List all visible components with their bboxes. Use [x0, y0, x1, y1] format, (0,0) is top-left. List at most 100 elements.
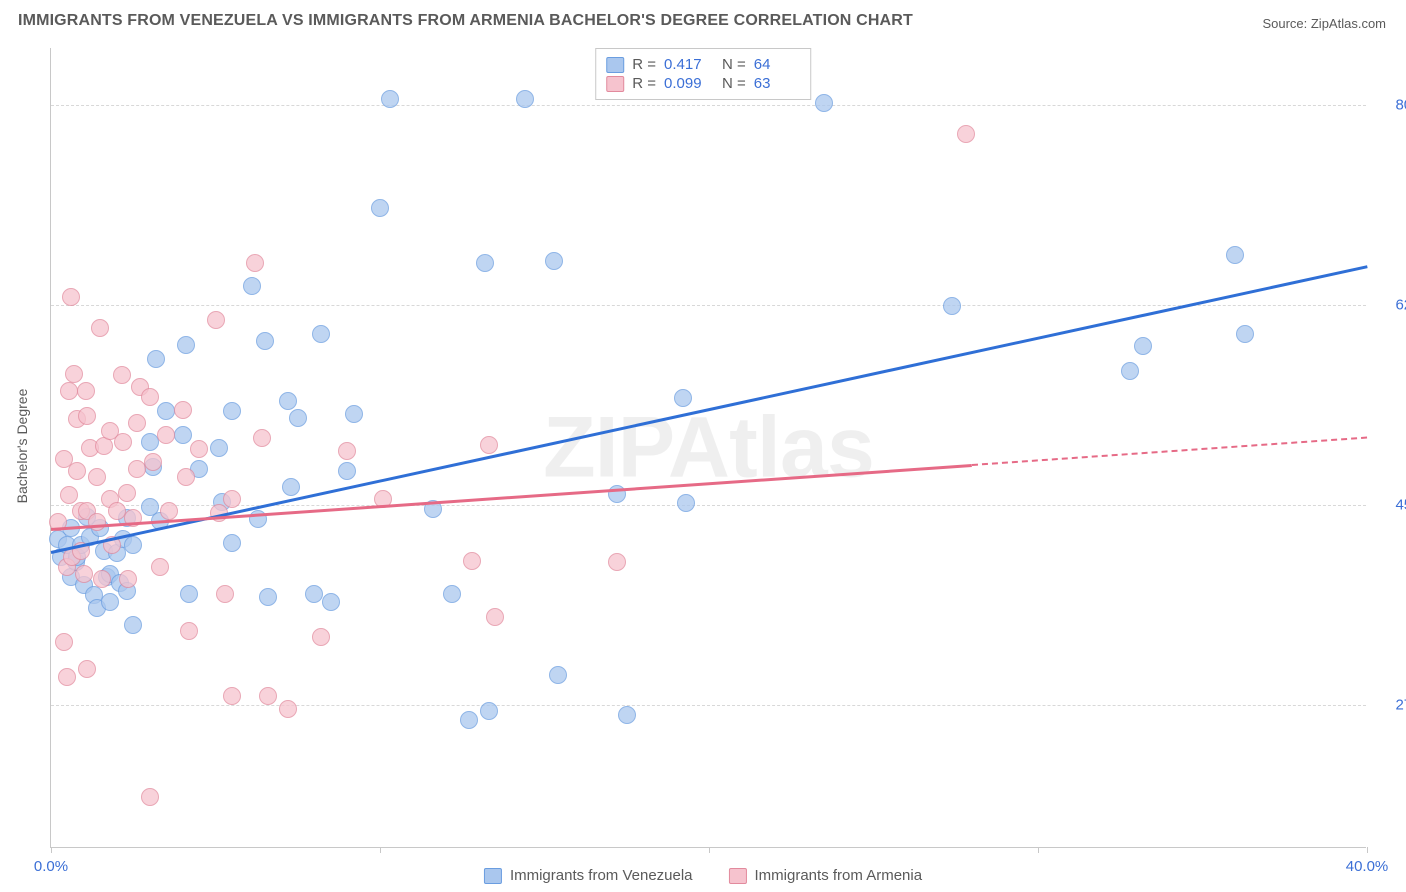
- x-tick-label: 0.0%: [34, 858, 68, 875]
- scatter-point: [480, 436, 498, 454]
- scatter-point: [78, 660, 96, 678]
- scatter-point: [124, 616, 142, 634]
- scatter-point: [78, 407, 96, 425]
- scatter-point: [65, 365, 83, 383]
- scatter-point: [246, 254, 264, 272]
- stats-legend-row: R =0.417N =64: [606, 55, 800, 74]
- n-value: 63: [754, 75, 800, 92]
- scatter-point: [216, 585, 234, 603]
- scatter-point: [151, 558, 169, 576]
- scatter-point: [1226, 246, 1244, 264]
- gridline-horizontal: [51, 105, 1366, 106]
- scatter-point: [210, 439, 228, 457]
- chart-title: IMMIGRANTS FROM VENEZUELA VS IMMIGRANTS …: [18, 12, 913, 30]
- y-tick-label: 27.5%: [1374, 697, 1406, 714]
- scatter-point: [282, 478, 300, 496]
- scatter-point: [305, 585, 323, 603]
- scatter-point: [618, 706, 636, 724]
- scatter-point: [157, 426, 175, 444]
- plot-area: ZIPAtlas 27.5%45.0%62.5%80.0%0.0%40.0%: [50, 48, 1366, 848]
- scatter-point: [312, 628, 330, 646]
- series-legend-entry: Immigrants from Armenia: [729, 867, 923, 884]
- x-tick-mark: [1367, 847, 1368, 853]
- scatter-point: [476, 254, 494, 272]
- scatter-point: [463, 552, 481, 570]
- scatter-point: [174, 401, 192, 419]
- y-tick-label: 62.5%: [1374, 297, 1406, 314]
- series-legend: Immigrants from Venezuela Immigrants from…: [484, 867, 922, 884]
- stats-legend-row: R =0.099N =63: [606, 74, 800, 93]
- scatter-point: [101, 593, 119, 611]
- scatter-point: [108, 502, 126, 520]
- scatter-point: [608, 553, 626, 571]
- scatter-point: [77, 382, 95, 400]
- scatter-point: [289, 409, 307, 427]
- scatter-point: [60, 382, 78, 400]
- scatter-point: [88, 513, 106, 531]
- scatter-point: [190, 440, 208, 458]
- scatter-point: [118, 484, 136, 502]
- y-tick-label: 45.0%: [1374, 497, 1406, 514]
- scatter-point: [223, 687, 241, 705]
- legend-swatch: [606, 76, 624, 92]
- series-legend-label: Immigrants from Armenia: [755, 867, 923, 884]
- scatter-point: [338, 462, 356, 480]
- scatter-point: [223, 402, 241, 420]
- scatter-point: [243, 277, 261, 295]
- scatter-point: [486, 608, 504, 626]
- y-axis-label: Bachelor's Degree: [14, 389, 30, 504]
- scatter-point: [677, 494, 695, 512]
- scatter-point: [113, 366, 131, 384]
- scatter-point: [114, 433, 132, 451]
- n-value: 64: [754, 56, 800, 73]
- scatter-point: [124, 536, 142, 554]
- scatter-point: [174, 426, 192, 444]
- scatter-point: [91, 319, 109, 337]
- scatter-point: [180, 585, 198, 603]
- series-legend-label: Immigrants from Venezuela: [510, 867, 693, 884]
- stats-legend: R =0.417N =64R =0.099N =63: [595, 48, 811, 100]
- scatter-point: [1134, 337, 1152, 355]
- n-label: N =: [722, 75, 746, 92]
- x-tick-label: 40.0%: [1346, 858, 1389, 875]
- scatter-point: [144, 453, 162, 471]
- scatter-point: [60, 486, 78, 504]
- scatter-point: [338, 442, 356, 460]
- trend-line: [51, 265, 1368, 554]
- x-tick-mark: [709, 847, 710, 853]
- scatter-point: [259, 687, 277, 705]
- scatter-point: [141, 433, 159, 451]
- scatter-point: [141, 388, 159, 406]
- scatter-point: [460, 711, 478, 729]
- gridline-horizontal: [51, 705, 1366, 706]
- scatter-point: [147, 350, 165, 368]
- scatter-point: [55, 633, 73, 651]
- scatter-point: [207, 311, 225, 329]
- scatter-point: [253, 429, 271, 447]
- scatter-point: [62, 288, 80, 306]
- x-tick-mark: [1038, 847, 1039, 853]
- legend-swatch: [484, 868, 502, 884]
- series-legend-entry: Immigrants from Venezuela: [484, 867, 693, 884]
- x-tick-mark: [51, 847, 52, 853]
- scatter-point: [1121, 362, 1139, 380]
- scatter-point: [371, 199, 389, 217]
- scatter-point: [128, 460, 146, 478]
- y-tick-label: 80.0%: [1374, 97, 1406, 114]
- scatter-point: [223, 490, 241, 508]
- scatter-point: [259, 588, 277, 606]
- scatter-point: [256, 332, 274, 350]
- x-tick-mark: [380, 847, 381, 853]
- scatter-point: [322, 593, 340, 611]
- scatter-point: [93, 570, 111, 588]
- legend-swatch: [729, 868, 747, 884]
- scatter-point: [128, 414, 146, 432]
- legend-swatch: [606, 57, 624, 73]
- scatter-point: [177, 336, 195, 354]
- scatter-point: [345, 405, 363, 423]
- scatter-point: [119, 570, 137, 588]
- scatter-point: [480, 702, 498, 720]
- scatter-point: [160, 502, 178, 520]
- gridline-horizontal: [51, 505, 1366, 506]
- scatter-point: [88, 468, 106, 486]
